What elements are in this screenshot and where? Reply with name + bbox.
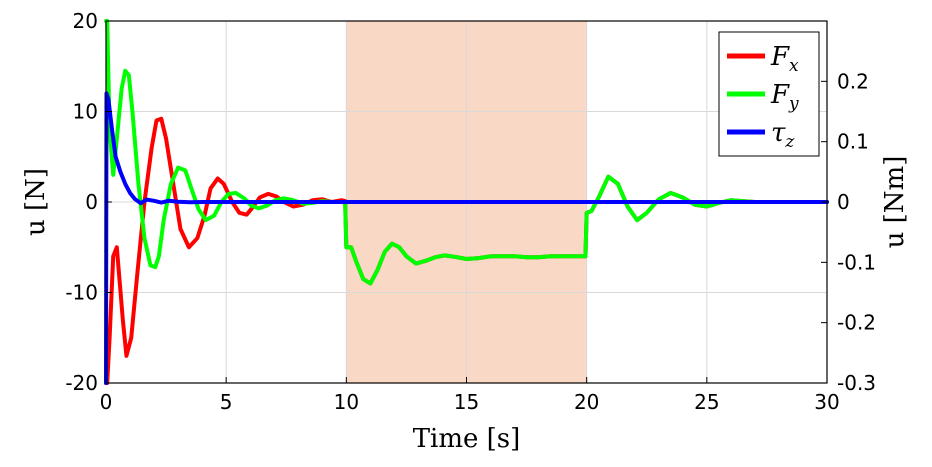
series-line-tau_z [104, 91, 829, 385]
y-right-tick-label: 0.2 [837, 69, 869, 93]
legend-label-F_y: Fy [770, 80, 799, 114]
y-right-tick-label: 0.1 [837, 130, 869, 154]
ticks: 0 5 10 15 20 25 30 -20 -10 0 10 20 -0.3 -0.2 -0.1 0 0.1 0… [65, 9, 876, 414]
y-axis-label-right: u [Nm] [880, 156, 910, 249]
x-tick-label: 0 [100, 390, 113, 414]
legend-label-main: F [770, 42, 790, 72]
x-tick-label: 5 [220, 390, 233, 414]
y-left-tick-label: 10 [73, 100, 98, 124]
x-axis-label: Time [s] [413, 424, 521, 454]
legend-label-main: τ [771, 118, 786, 148]
x-tick-label: 25 [694, 390, 719, 414]
y-right-tick-label: -0.2 [837, 311, 876, 335]
y-axis-label-left: u [N] [21, 168, 51, 236]
x-tick-label: 10 [334, 390, 359, 414]
y-left-tick-label: -20 [65, 371, 98, 395]
legend-label-subscript: z [784, 132, 795, 152]
x-tick-label: 20 [574, 390, 599, 414]
series-lines [104, 19, 829, 385]
legend-label-subscript: y [788, 94, 799, 114]
y-left-tick-label: 0 [85, 190, 98, 214]
y-left-tick-label: -10 [65, 281, 98, 305]
legend-label-F_x: Fx [770, 42, 799, 76]
y-left-tick-label: 20 [73, 9, 98, 33]
legend-label-subscript: x [789, 56, 799, 76]
y-right-tick-label: -0.1 [837, 250, 876, 274]
x-tick-label: 15 [454, 390, 479, 414]
x-tick-label: 30 [814, 390, 839, 414]
legend-label-main: F [770, 80, 790, 110]
y-right-tick-label: 0 [837, 190, 850, 214]
legend-label-tau_z: τz [771, 118, 795, 152]
y-right-tick-label: -0.3 [837, 371, 876, 395]
